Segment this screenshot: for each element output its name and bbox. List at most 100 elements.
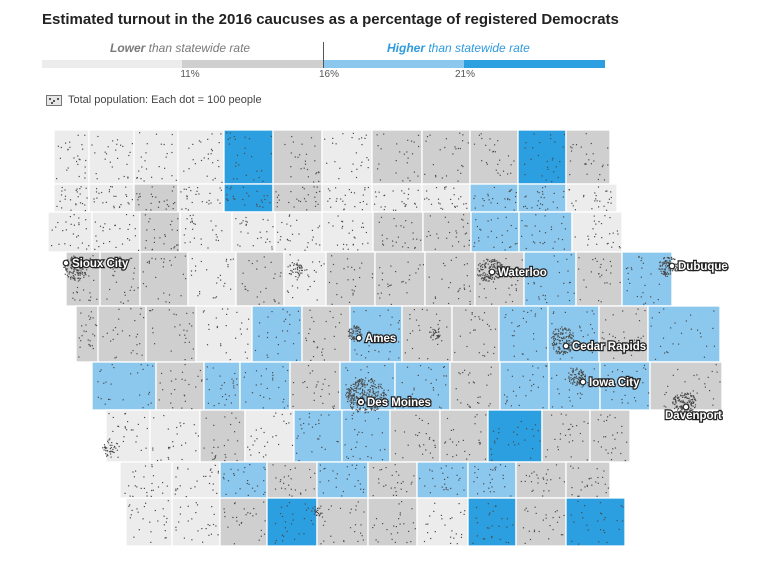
population-dot [206, 269, 208, 271]
population-dot [421, 308, 423, 310]
population-dot [326, 162, 328, 164]
population-dot [196, 190, 198, 192]
population-dot [513, 431, 515, 433]
population-dot [184, 334, 186, 336]
population-dot [534, 313, 537, 315]
population-dot [384, 448, 386, 451]
population-dot [454, 146, 456, 148]
population-dot [292, 271, 294, 273]
population-dot [76, 292, 78, 294]
population-dot [524, 480, 526, 482]
population-dot [606, 209, 608, 211]
population-dot [81, 271, 84, 273]
population-dot [693, 398, 696, 401]
population-dot [163, 292, 165, 294]
population-dot [471, 312, 473, 314]
population-dot [360, 383, 362, 385]
population-dot [58, 243, 60, 245]
population-dot [435, 187, 438, 189]
population-dot [570, 377, 572, 379]
population-dot [242, 220, 244, 222]
population-dot [622, 310, 624, 312]
population-dot [117, 456, 119, 458]
population-dot [486, 527, 489, 529]
population-dot [186, 218, 188, 220]
population-dot [170, 248, 172, 250]
population-dot [352, 332, 354, 334]
population-dot [183, 170, 185, 172]
population-dot [583, 279, 585, 281]
county [565, 183, 618, 213]
population-dot [457, 291, 459, 293]
population-dot [594, 200, 596, 202]
population-dot [297, 272, 299, 274]
population-dot [487, 351, 489, 353]
population-dot [357, 328, 359, 330]
population-dot [376, 134, 378, 136]
population-dot [356, 406, 359, 408]
population-dot [456, 232, 458, 234]
population-dot [291, 495, 293, 497]
population-dot [507, 198, 509, 201]
population-dot [75, 203, 77, 205]
population-dot [536, 191, 539, 193]
population-dot [495, 288, 497, 290]
population-dot [300, 264, 302, 266]
population-dot [51, 245, 53, 247]
population-dot [510, 172, 512, 174]
population-dot [684, 381, 686, 383]
population-dot [492, 259, 494, 261]
population-dot [568, 348, 570, 350]
population-dot [328, 414, 330, 416]
population-dot [183, 537, 185, 539]
population-dot [565, 332, 567, 334]
population-dot [352, 455, 354, 457]
population-dot [298, 275, 300, 277]
population-dot [540, 285, 542, 288]
population-dot [462, 439, 464, 441]
population-dot [552, 344, 554, 346]
population-dot [256, 268, 258, 270]
population-dot [381, 468, 383, 471]
population-dot [558, 330, 560, 332]
population-dot [524, 163, 526, 165]
population-dot [224, 416, 226, 418]
population-dot [522, 527, 525, 529]
population-dot [685, 411, 687, 413]
population-dot [577, 381, 579, 384]
population-dot [556, 352, 558, 355]
population-dot [371, 378, 373, 380]
population-dot [602, 164, 604, 166]
population-dot [290, 225, 292, 227]
population-dot [146, 143, 148, 145]
population-dot [301, 428, 303, 430]
population-dot [571, 147, 573, 149]
population-dot [210, 148, 213, 150]
population-dot [76, 261, 78, 263]
population-dot [350, 328, 352, 330]
population-dot [355, 152, 357, 154]
population-dot [603, 338, 605, 340]
population-dot [490, 373, 492, 375]
population-dot [175, 529, 177, 531]
population-dot [348, 474, 350, 476]
population-dot [110, 450, 112, 452]
population-dot [349, 527, 352, 529]
population-dot [278, 443, 280, 446]
population-dot [494, 275, 497, 277]
population-dot [226, 198, 228, 200]
population-dot [380, 216, 383, 218]
population-dot [213, 446, 215, 448]
population-dot [381, 234, 383, 236]
population-dot [246, 328, 248, 330]
population-dot [245, 224, 247, 226]
population-dot [665, 391, 667, 394]
population-dot [247, 290, 249, 292]
population-dot [556, 521, 559, 523]
population-dot [513, 209, 515, 211]
population-dot [79, 299, 81, 301]
population-dot [579, 299, 581, 301]
population-dot [687, 397, 689, 399]
population-dot [391, 474, 393, 476]
population-dot [411, 222, 413, 224]
